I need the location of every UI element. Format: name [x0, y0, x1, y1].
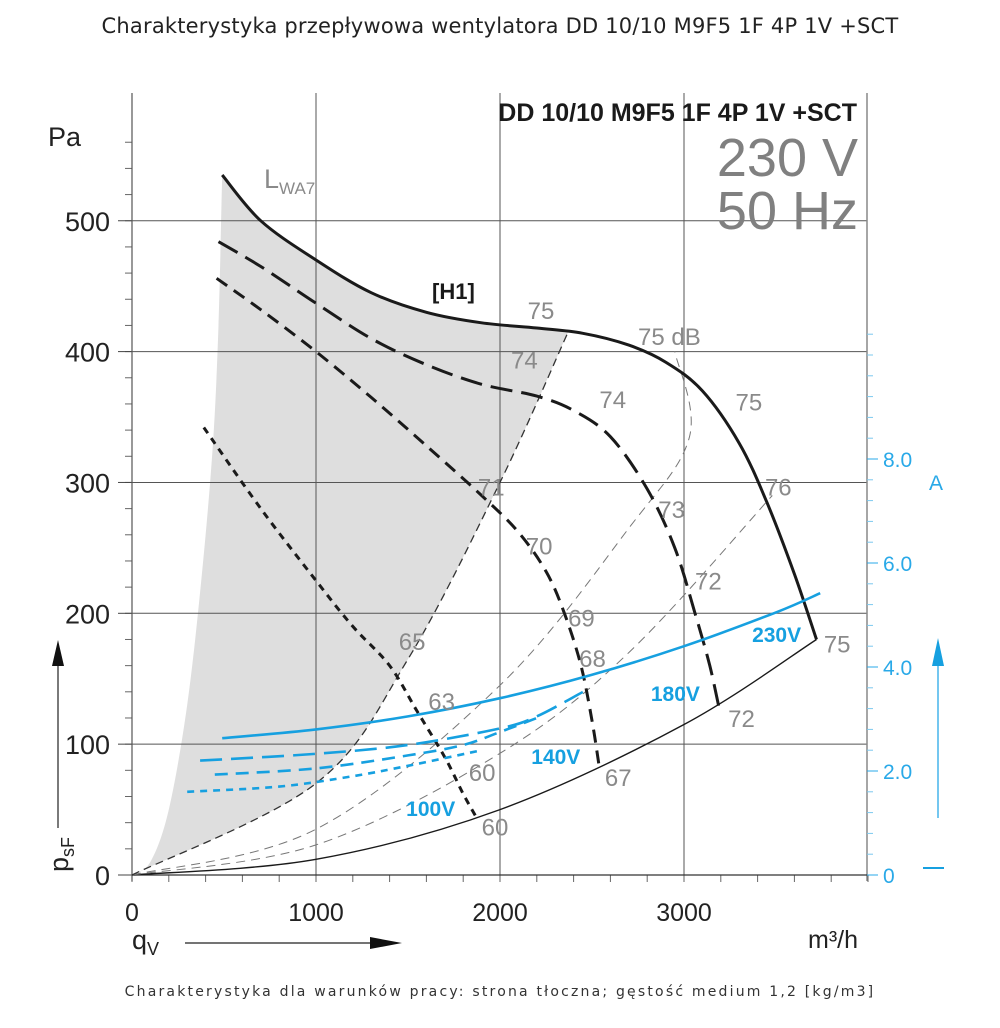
pressure-curve-230V: [221, 174, 818, 640]
db-label-7: 73: [658, 497, 685, 524]
x-tick-label-3000: 3000: [656, 899, 712, 927]
pressure-curve-100V: [202, 426, 480, 821]
db-label-12: 68: [579, 646, 606, 673]
annotations: 75 75 dB 75 74 74 76 71 73 70 72 69 65 68 63 75 72 60 67 6…: [399, 298, 851, 842]
db-label-4: 74: [599, 387, 626, 414]
y-tick-label-500: 500: [65, 207, 110, 237]
voltage-subtitle: 230 V: [717, 128, 858, 188]
y2-tick-label-4.0: 4.0: [883, 657, 912, 680]
voltage-label-230V: 230V: [752, 624, 801, 647]
current-axis-arrow: [923, 638, 944, 869]
db-label-8: 70: [526, 533, 553, 560]
lwa7-shaded-region: [132, 175, 569, 875]
y-axis-arrow: [52, 640, 64, 828]
lwa7-sub: WA7: [279, 179, 315, 198]
voltage-label-100V: 100V: [406, 798, 455, 821]
lwa7-main: L: [264, 164, 279, 194]
pressure-curve-180V: [217, 240, 721, 708]
pressure-curve-140V: [215, 277, 601, 768]
x-axis-label: qV: [132, 925, 159, 959]
db-label-5: 76: [765, 475, 792, 502]
current-curve-230V: [222, 592, 821, 740]
chart-title: DD 10/10 M9F5 1F 4P 1V +SCT: [498, 99, 857, 127]
axes: 0 100 200 300 400 500 0 1000 2000 3000 0 2.0 4.0 6.0 8…: [65, 93, 912, 927]
x-axis-label-sub: V: [147, 939, 159, 959]
y-axis-label-sub: sF: [58, 837, 78, 857]
page-title: Charakterystyka przepływowa wentylatora …: [101, 14, 899, 38]
db-label-0: 75: [528, 298, 555, 325]
h1-tag: [H1]: [432, 279, 475, 304]
system-curve-3: [131, 351, 692, 876]
frequency-subtitle: 50 Hz: [717, 181, 858, 241]
db-label-1: 75 dB: [638, 324, 701, 351]
y2-tick-label-6.0: 6.0: [883, 553, 912, 576]
db-label-18: 60: [482, 815, 509, 842]
y-tick-label-400: 400: [65, 338, 110, 368]
db-label-17: 67: [605, 765, 632, 792]
x-tick-label-0: 0: [125, 899, 139, 927]
y-tick-label-100: 100: [65, 730, 110, 760]
x-tick-label-2000: 2000: [472, 899, 528, 927]
lwa7-label: LWA7: [264, 164, 315, 198]
footer-note: Charakterystyka dla warunków pracy: stro…: [124, 984, 876, 1000]
current-curves: [187, 592, 821, 794]
current-curve-140V: [214, 716, 538, 776]
db-label-13: 63: [428, 689, 455, 716]
x-unit-text: m³/h: [808, 926, 858, 954]
db-label-16: 60: [469, 760, 496, 787]
y-axis-label-main: p: [44, 857, 74, 872]
system-curve-1: [131, 638, 817, 876]
system-curves: [131, 331, 817, 876]
voltage-label-180V: 180V: [651, 683, 700, 706]
x-unit-label: m³/h: [808, 926, 858, 954]
y-axis-label: psF: [44, 837, 78, 872]
db-label-14: 75: [824, 632, 851, 659]
db-label-3: 74: [511, 348, 538, 375]
y2-tick-label-0: 0: [883, 865, 895, 888]
x-axis-label-main: q: [132, 925, 147, 955]
db-label-6: 71: [478, 475, 505, 502]
x-tick-label-1000: 1000: [288, 899, 344, 927]
pressure-curves: [202, 174, 818, 821]
y2-unit-label: A: [929, 472, 943, 495]
voltage-label-140V: 140V: [531, 746, 580, 769]
y2-tick-label-8.0: 8.0: [883, 449, 912, 472]
y2-tick-label-2.0: 2.0: [883, 761, 912, 784]
current-curve-180V: [200, 690, 584, 762]
y-tick-label-300: 300: [65, 468, 110, 498]
y-tick-label-200: 200: [65, 599, 110, 629]
db-label-9: 72: [695, 569, 722, 596]
y-unit-label: Pa: [48, 122, 82, 152]
system-curve-2: [131, 495, 773, 876]
x-axis-arrow: [185, 937, 402, 949]
db-label-10: 69: [568, 605, 595, 632]
current-curve-100V: [187, 748, 482, 794]
db-label-15: 72: [728, 706, 755, 733]
db-label-2: 75: [736, 389, 763, 416]
db-label-11: 65: [399, 629, 426, 656]
y-tick-label-0: 0: [95, 861, 110, 891]
lwa7-shade-area: [132, 175, 569, 875]
